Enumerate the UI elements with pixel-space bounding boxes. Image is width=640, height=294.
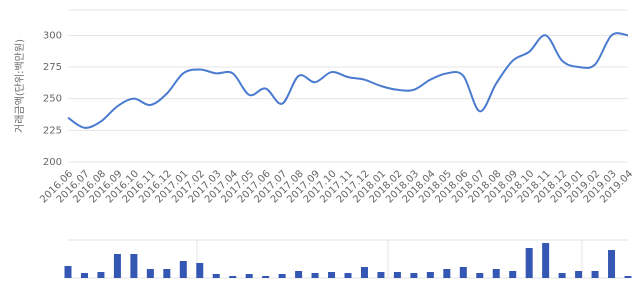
volume-bar xyxy=(459,267,467,278)
volume-bar xyxy=(377,272,385,278)
volume-bar xyxy=(130,254,138,278)
volume-bar xyxy=(608,250,616,278)
volume-bar xyxy=(196,263,204,278)
y-tick-label: 275 xyxy=(43,62,62,73)
volume-bar xyxy=(624,276,632,278)
y-tick-label: 225 xyxy=(43,125,62,136)
volume-bar xyxy=(492,269,500,278)
volume-bar xyxy=(245,274,253,278)
volume-bar xyxy=(262,276,270,278)
volume-bar xyxy=(426,272,434,278)
volume-bar xyxy=(344,273,352,278)
volume-bar xyxy=(80,273,88,278)
y-tick-label: 250 xyxy=(43,94,62,105)
volume-bar xyxy=(97,272,105,278)
volume-bar xyxy=(443,269,451,278)
volume-bar xyxy=(229,276,237,278)
price-line xyxy=(67,32,629,129)
volume-bar xyxy=(542,243,550,278)
volume-bar xyxy=(278,274,286,278)
volume-bar xyxy=(476,273,484,278)
volume-bar xyxy=(558,273,566,278)
volume-bar xyxy=(295,271,303,278)
volume-bar xyxy=(64,266,72,278)
volume-bar xyxy=(575,271,583,278)
volume-bar xyxy=(146,269,154,278)
volume-bar xyxy=(113,254,121,278)
volume-bar xyxy=(393,272,401,278)
volume-bar xyxy=(525,248,533,278)
volume-bar xyxy=(163,269,171,278)
volume-bar xyxy=(212,274,220,278)
volume-bar xyxy=(311,273,319,278)
volume-bar xyxy=(328,272,336,278)
y-tick-label: 300 xyxy=(43,30,62,41)
y-axis-label: 거래금액(단위:백만원) xyxy=(13,39,26,133)
y-tick-label: 200 xyxy=(43,157,62,168)
volume-bar xyxy=(410,273,418,278)
volume-bar xyxy=(360,267,368,278)
volume-bar xyxy=(509,271,517,278)
volume-bar xyxy=(591,271,599,278)
volume-bar xyxy=(179,261,187,278)
